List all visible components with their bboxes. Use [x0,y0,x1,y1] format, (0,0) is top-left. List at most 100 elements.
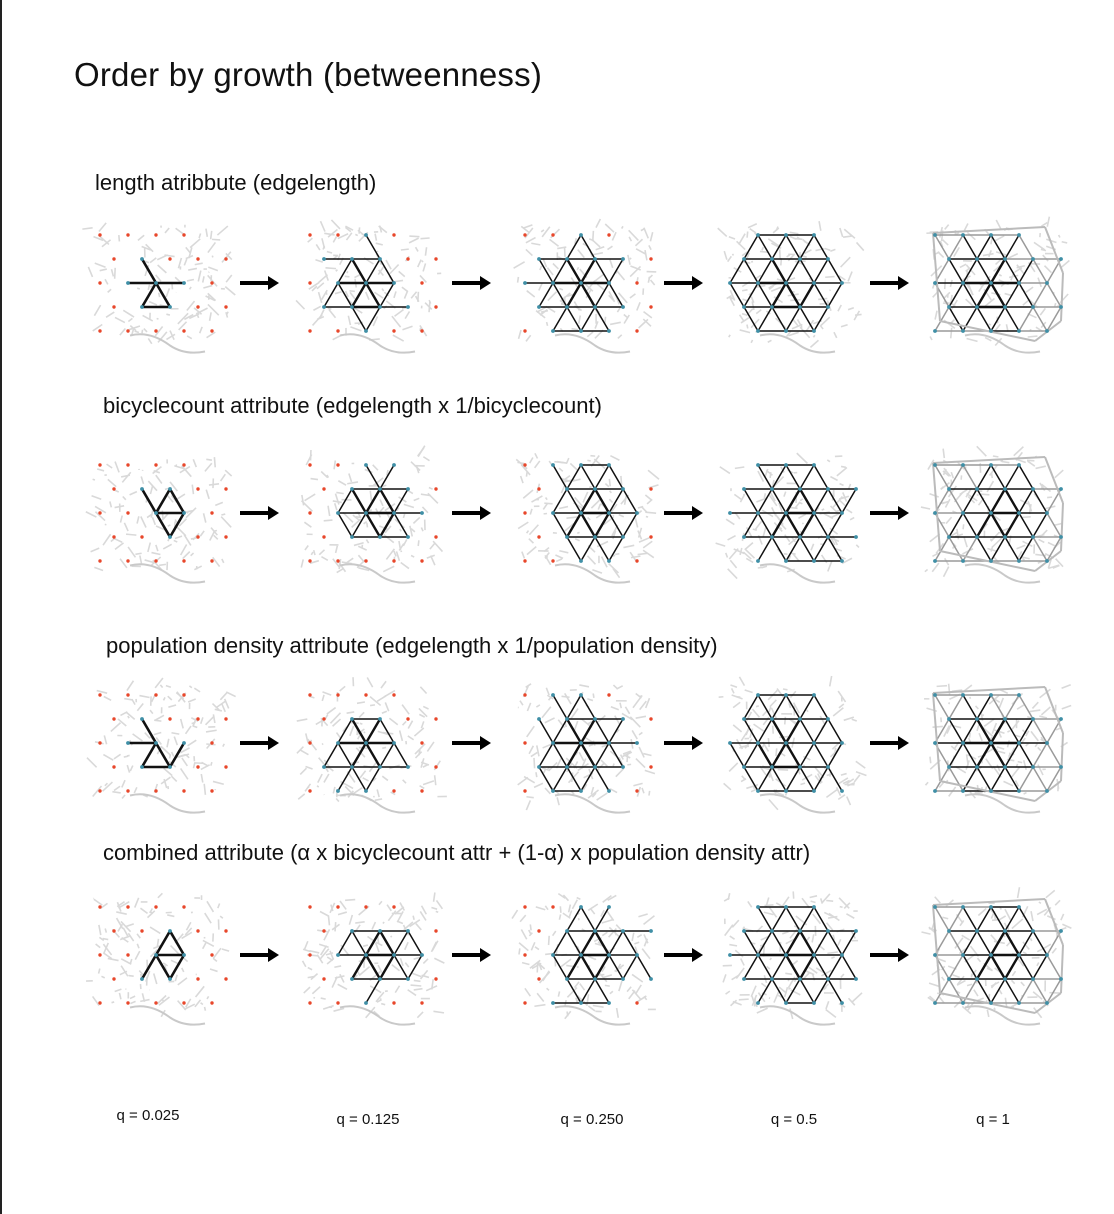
network-edge [350,281,368,309]
network-edge [798,511,816,539]
growth-arrow [240,506,279,520]
network-edge [364,511,382,539]
growth-arrow [452,506,491,520]
growth-arrow [452,948,491,962]
built-node [770,977,774,981]
network-edge [1018,930,1034,956]
q-label-1: q = 0.125 [336,1111,400,1128]
seed-point [635,789,639,793]
built-node [1031,717,1035,721]
seed-point [523,463,527,467]
built-node [378,717,382,721]
built-node [989,281,993,285]
built-node [378,305,382,309]
network-edge [1004,906,1020,932]
built-node [168,977,172,981]
network-edge [743,718,759,744]
built-node [798,257,802,261]
network-edge [608,536,624,562]
network-edge [552,742,568,768]
growth-arrow [240,276,279,290]
network-edge [813,694,829,720]
seed-point [635,559,639,563]
network-edge [962,930,978,956]
network-edge [1003,487,1021,515]
network-edge [378,953,396,981]
network-panel [517,683,656,814]
built-node [756,329,760,333]
network-edge [990,906,1006,932]
network-edge [579,953,597,981]
network-edge [1018,906,1034,932]
seed-point [523,741,527,745]
network-edge [608,742,624,768]
network-panel [86,892,230,1026]
seed-point [308,329,312,333]
built-node [798,765,802,769]
seed-point [392,559,396,563]
seed-point [649,305,653,309]
network-edge [975,511,993,539]
growth-arrow [870,948,909,962]
network-edge [799,766,815,792]
network-edge [552,766,568,792]
seed-point [112,305,116,309]
built-node [947,305,951,309]
network-edge [798,953,816,981]
built-node [1059,487,1063,491]
figure-title: Order by growth (betweenness) [74,56,543,93]
network-edge [962,282,978,308]
built-node [784,953,788,957]
built-node [392,463,396,467]
built-node [770,487,774,491]
network-edge [565,717,583,745]
built-node [579,953,583,957]
network-edge [580,978,596,1004]
built-node [840,559,844,563]
network-edge [566,930,582,956]
network-edge [379,282,395,308]
built-node [607,789,611,793]
built-node [406,305,410,309]
network-edge [784,741,802,769]
built-node [742,765,746,769]
seed-point [210,329,214,333]
built-node [140,257,144,261]
built-node [350,535,354,539]
network-edge [813,954,829,980]
built-node [961,741,965,745]
network-edge [350,487,368,515]
network-edge [565,741,583,769]
built-node [1017,953,1021,957]
network-edge [552,694,568,720]
built-node [933,281,937,285]
built-node [551,281,555,285]
seed-point [182,233,186,237]
built-node [1031,765,1035,769]
built-node [168,487,172,491]
built-node [1059,765,1063,769]
network-edge [154,953,172,981]
network-edge [785,306,801,332]
network-edge [962,488,978,514]
network-edge [1032,742,1048,768]
seed-point [98,693,102,697]
built-node [1003,717,1007,721]
network-edge [771,234,787,260]
built-node [579,559,583,563]
built-node [140,977,144,981]
built-node [593,487,597,491]
built-node [551,329,555,333]
built-node [551,789,555,793]
network-edge [798,487,816,515]
built-node [140,487,144,491]
network-edge [538,742,554,768]
network-edge [813,282,829,308]
built-node [947,535,951,539]
seed-point [434,765,438,769]
built-node [784,905,788,909]
seed-point [308,233,312,237]
built-node [989,789,993,793]
seed-point [364,559,368,563]
built-node [961,1001,965,1005]
